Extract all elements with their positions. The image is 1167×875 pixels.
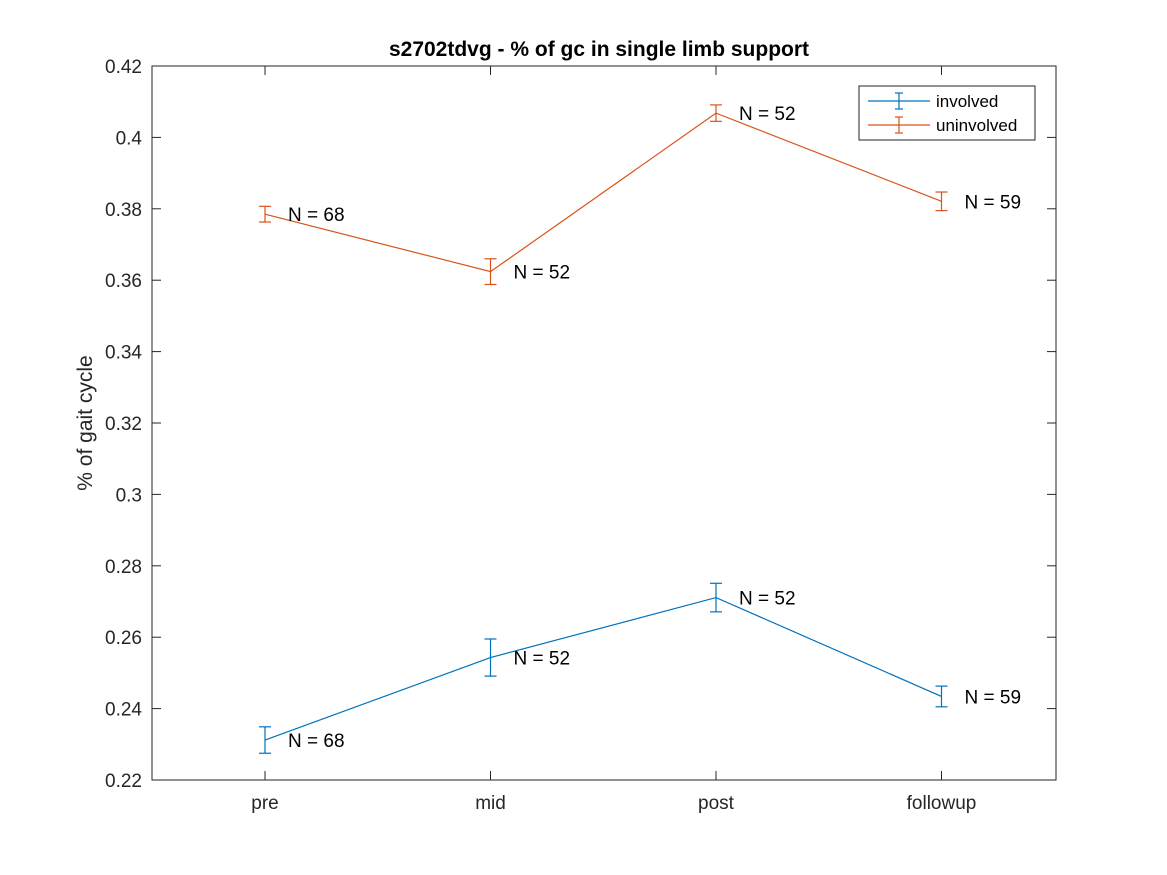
series-line-uninvolved	[264, 112, 942, 273]
y-tick-label: 0.22	[105, 771, 142, 792]
y-tick-label: 0.32	[105, 414, 142, 435]
y-tick-label: 0.36	[105, 271, 142, 292]
y-tick-label: 0.26	[105, 628, 142, 649]
chart-title: s2702tdvg - % of gc in single limb suppo…	[389, 38, 809, 61]
data-label-uninvolved: N = 52	[514, 263, 571, 284]
y-tick-label: 0.28	[105, 557, 142, 578]
data-label-uninvolved: N = 68	[288, 205, 345, 226]
y-tick-label: 0.3	[116, 485, 142, 506]
x-tick-label: post	[698, 793, 735, 814]
x-tick-label: pre	[251, 793, 278, 814]
data-label-involved: N = 52	[739, 589, 796, 610]
data-label-involved: N = 68	[288, 731, 345, 752]
legend-label-uninvolved: uninvolved	[936, 116, 1017, 135]
data-label-uninvolved: N = 59	[965, 192, 1022, 213]
plot-area: 0.22 0.24 0.26 0.28 0.3 0.32 0.34 0.36 0.38 0.4 0.…	[105, 57, 1057, 814]
y-tick-label: 0.34	[105, 343, 142, 364]
y-tick-label: 0.38	[105, 200, 142, 221]
series-line-involved	[264, 596, 942, 741]
y-axis-title: % of gait cycle	[74, 355, 97, 490]
legend-box	[858, 85, 1036, 141]
y-tick-label: 0.4	[116, 128, 143, 149]
data-label-uninvolved: N = 52	[739, 104, 796, 125]
y-tick-label: 0.24	[105, 700, 142, 721]
data-label-involved: N = 59	[965, 687, 1022, 708]
data-label-involved: N = 52	[514, 649, 571, 670]
y-tick-label: 0.42	[105, 57, 142, 78]
x-tick-label: mid	[475, 793, 506, 814]
legend-label-involved: involved	[936, 92, 998, 111]
x-tick-label: followup	[907, 793, 977, 814]
